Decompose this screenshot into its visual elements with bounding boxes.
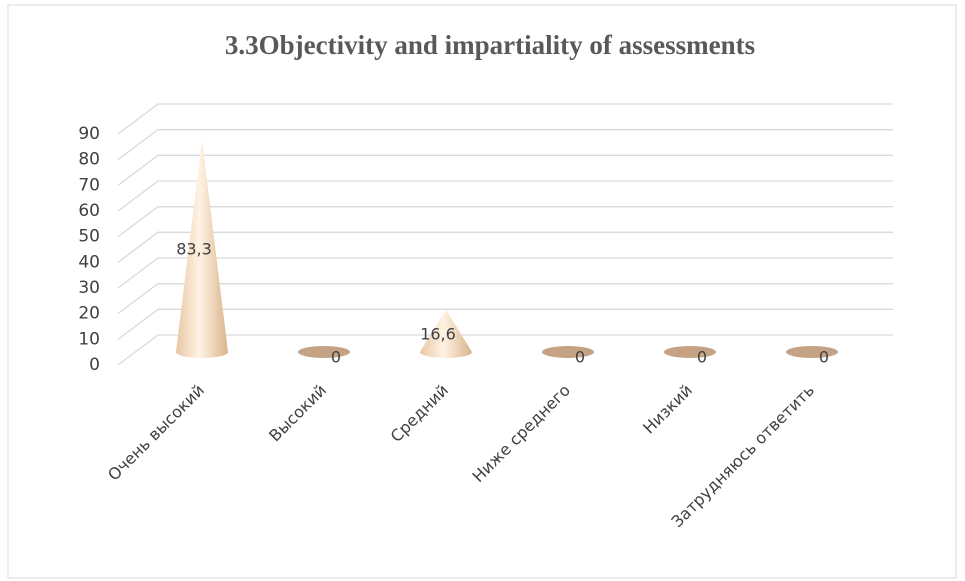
chart-border — [7, 4, 957, 579]
y-tick-label: 60 — [78, 201, 100, 221]
data-label: 0 — [819, 348, 829, 367]
cone-base — [664, 346, 716, 358]
grid-line — [117, 308, 893, 340]
grid-line — [117, 334, 893, 366]
grid-line — [117, 129, 893, 161]
y-tick-label: 10 — [78, 329, 100, 349]
grid-line — [117, 154, 893, 186]
data-label: 0 — [697, 348, 707, 367]
grid-line — [117, 103, 893, 135]
grid-line — [117, 180, 893, 212]
cone-base — [298, 346, 350, 358]
chart-title: 3.3Objectivity and impartiality of asses… — [225, 30, 755, 60]
y-tick-label: 30 — [78, 278, 100, 298]
y-tick-label: 80 — [78, 150, 100, 170]
cone — [176, 140, 228, 358]
grid-line — [117, 257, 893, 289]
data-label: 16,6 — [420, 324, 456, 343]
cone-base — [542, 346, 594, 358]
data-label: 0 — [575, 348, 585, 367]
grid-line — [117, 283, 893, 315]
data-label: 0 — [331, 348, 341, 367]
y-tick-label: 50 — [78, 227, 100, 247]
y-tick-label: 40 — [78, 252, 100, 272]
y-tick-label: 90 — [78, 124, 100, 144]
data-label: 83,3 — [176, 240, 212, 259]
grid-line — [117, 231, 893, 263]
y-tick-label: 20 — [78, 304, 100, 324]
cone — [420, 309, 472, 358]
cone-base — [786, 346, 838, 358]
y-tick-label: 0 — [89, 355, 100, 375]
y-tick-label: 70 — [78, 175, 100, 195]
grid-line — [117, 206, 893, 238]
